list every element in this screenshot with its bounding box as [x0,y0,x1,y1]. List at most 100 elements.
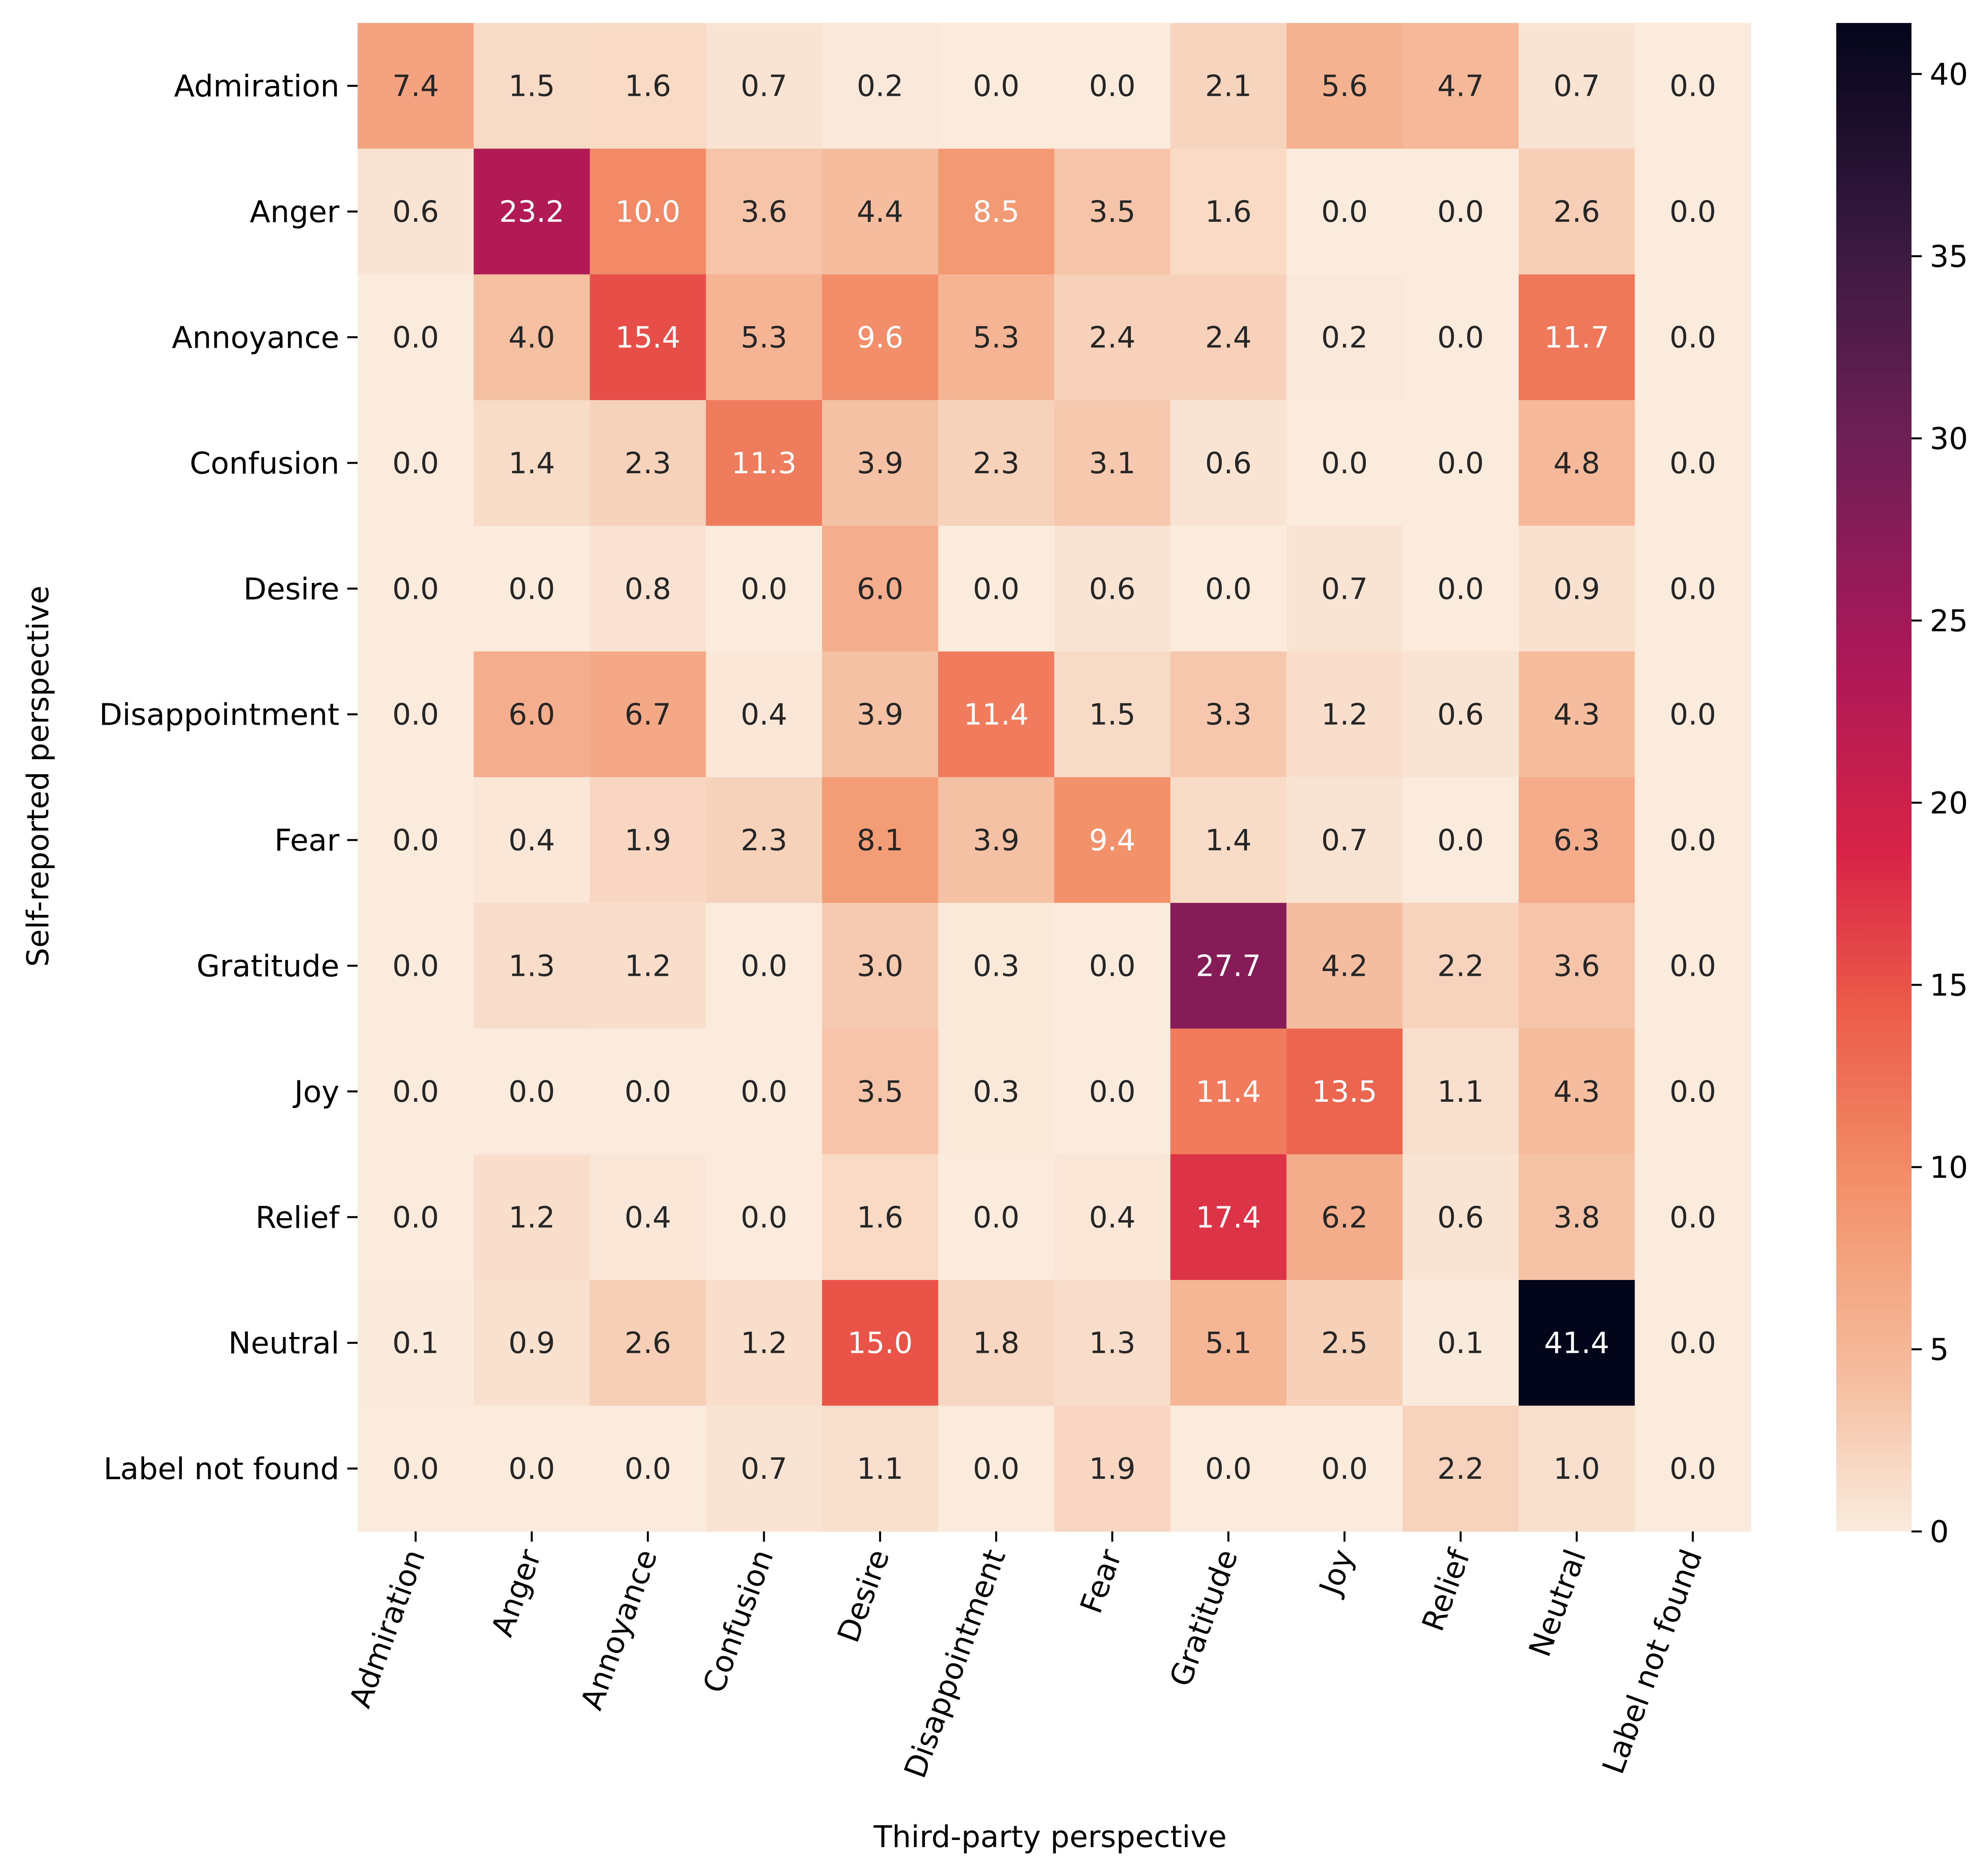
cell-value-label: 0.4 [624,1200,671,1234]
heatmap-cell-relief-desire [822,1154,939,1280]
heatmap-cell-gratitude-neutral [1519,903,1635,1029]
cell-value-label: 1.3 [508,949,555,983]
cell-value-label: 3.6 [1554,949,1600,983]
cell-value-label: 0.0 [1089,1075,1136,1109]
heatmap-cell-disappointment-fear [1054,651,1171,778]
cell-value-label: 5.1 [1205,1326,1252,1360]
heatmap-cell-neutral-annoyance [590,1280,706,1406]
heatmap-cell-desire-annoyance [590,526,706,652]
heatmap-cell-gratitude-gratitude [1170,903,1287,1029]
cell-value-label: 23.2 [499,195,564,229]
heatmap-cell-anger-joy [1286,149,1403,275]
cell-value-label: 0.0 [508,1452,555,1486]
heatmap-cell-fear-anger [474,777,590,903]
cell-value-label: 0.0 [392,572,439,606]
cell-value-label: 0.0 [741,949,787,983]
cell-value-label: 4.0 [508,321,555,355]
cell-value-label: 5.3 [973,321,1020,355]
cell-value-label: 4.3 [1554,1075,1600,1109]
heatmap-cell-desire-gratitude [1170,526,1287,652]
cell-value-label: 0.0 [392,321,439,355]
heatmap-cell-relief-neutral [1519,1154,1635,1280]
y-tick-label: Joy [293,1074,339,1109]
cell-value-label: 2.3 [624,446,671,480]
colorbar-tick-label: 20 [1930,785,1968,821]
cell-value-label: 0.0 [1437,321,1484,355]
heatmap-cell-neutral-anger [474,1280,590,1406]
cell-value-label: 9.4 [1089,823,1136,857]
cell-value-label: 0.0 [624,1075,671,1109]
cell-value-label: 0.0 [1437,446,1484,480]
cell-value-label: 0.0 [392,446,439,480]
cell-value-label: 0.0 [392,1452,439,1486]
cell-value-label: 17.4 [1196,1200,1261,1234]
colorbar-tick-label: 30 [1930,421,1968,456]
cell-value-label: 3.3 [1205,698,1252,732]
cell-value-label: 11.7 [1544,321,1609,355]
y-tick-label: Annoyance [172,320,339,355]
cell-value-label: 0.6 [1437,1200,1484,1234]
heatmap-cell-confusion-relief [1402,400,1519,526]
heatmap-cell-anger-annoyance [590,149,706,275]
cell-value-label: 1.9 [624,823,671,857]
cell-value-label: 0.0 [1670,1326,1716,1360]
cell-value-label: 0.0 [973,572,1020,606]
cell-value-label: 0.0 [1437,572,1484,606]
y-tick-label: Desire [244,571,339,606]
cell-value-label: 0.0 [741,1200,787,1234]
cell-value-label: 0.8 [624,572,671,606]
colorbar-tick-label: 15 [1930,968,1968,1003]
heatmap-cell-relief-gratitude [1170,1154,1287,1280]
heatmap-cell-annoyance-label-not-found [1635,274,1752,400]
cell-value-label: 1.8 [973,1326,1020,1360]
cell-value-label: 2.4 [1089,321,1136,355]
heatmap-cell-neutral-joy [1286,1280,1403,1406]
cell-value-label: 0.0 [392,1200,439,1234]
cell-value-label: 0.7 [741,1452,787,1486]
heatmap-cell-neutral-disappointment [938,1280,1055,1406]
cell-value-label: 0.0 [624,1452,671,1486]
cell-value-label: 0.0 [1205,1452,1252,1486]
heatmap-cell-neutral-admiration [358,1280,474,1406]
heatmap-cell-annoyance-anger [474,274,590,400]
heatmap-cell-neutral-desire [822,1280,939,1406]
heatmap-cell-desire-desire [822,526,939,652]
cell-value-label: 0.0 [1437,823,1484,857]
heatmap-cell-label-not-found-relief [1402,1406,1519,1532]
heatmap-cell-fear-fear [1054,777,1171,903]
cell-value-label: 6.0 [508,698,555,732]
cell-value-label: 0.0 [1089,69,1136,103]
cell-value-label: 0.0 [1670,572,1716,606]
cell-value-label: 0.4 [508,823,555,857]
heatmap-cell-relief-fear [1054,1154,1171,1280]
heatmap-cell-label-not-found-label-not-found [1635,1406,1752,1532]
y-tick-label: Confusion [190,446,339,481]
heatmap-cell-desire-label-not-found [1635,526,1752,652]
heatmap-cell-admiration-desire [822,23,939,149]
cell-value-label: 3.6 [741,195,787,229]
cell-value-label: 0.7 [1321,823,1368,857]
heatmap-cell-admiration-admiration [358,23,474,149]
x-axis-label: Third-party perspective [873,1819,1227,1854]
cell-value-label: 0.7 [1554,69,1600,103]
cell-value-label: 11.4 [963,698,1029,732]
heatmap-cell-annoyance-desire [822,274,939,400]
cell-value-label: 2.2 [1437,1452,1484,1486]
cell-value-label: 0.1 [1437,1326,1484,1360]
heatmap-cell-fear-neutral [1519,777,1635,903]
heatmap-cell-confusion-confusion [706,400,822,526]
cell-value-label: 1.3 [1089,1326,1136,1360]
heatmap-cell-confusion-joy [1286,400,1403,526]
cell-value-label: 1.5 [508,69,555,103]
colorbar-tick-label: 40 [1930,57,1968,92]
heatmap-cell-label-not-found-neutral [1519,1406,1635,1532]
cell-value-label: 0.0 [1205,572,1252,606]
heatmap-cell-gratitude-admiration [358,903,474,1029]
cell-value-label: 0.0 [1089,949,1136,983]
heatmap-cell-joy-admiration [358,1028,474,1155]
y-tick-label: Label not found [103,1451,339,1486]
cell-value-label: 0.0 [973,69,1020,103]
heatmap-cell-admiration-confusion [706,23,822,149]
cell-value-label: 2.3 [741,823,787,857]
